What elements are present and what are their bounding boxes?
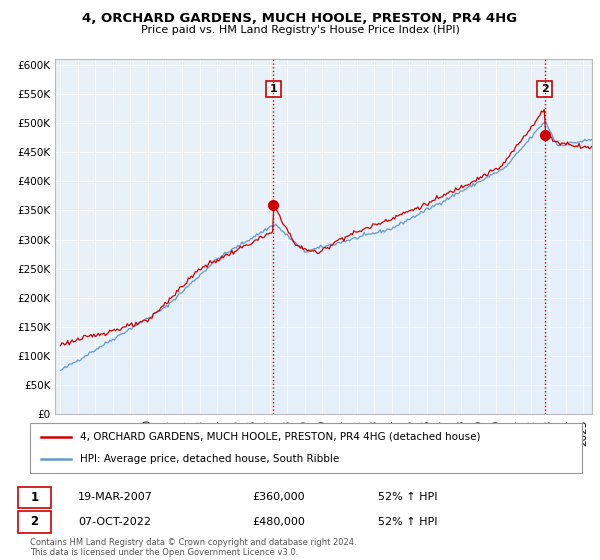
Text: 2: 2 xyxy=(541,84,548,94)
Text: 07-OCT-2022: 07-OCT-2022 xyxy=(78,517,151,527)
Text: Price paid vs. HM Land Registry's House Price Index (HPI): Price paid vs. HM Land Registry's House … xyxy=(140,25,460,35)
Text: 4, ORCHARD GARDENS, MUCH HOOLE, PRESTON, PR4 4HG: 4, ORCHARD GARDENS, MUCH HOOLE, PRESTON,… xyxy=(82,12,518,25)
Text: £480,000: £480,000 xyxy=(252,517,305,527)
Text: 1: 1 xyxy=(31,491,38,504)
Text: 4, ORCHARD GARDENS, MUCH HOOLE, PRESTON, PR4 4HG (detached house): 4, ORCHARD GARDENS, MUCH HOOLE, PRESTON,… xyxy=(80,432,480,442)
Text: HPI: Average price, detached house, South Ribble: HPI: Average price, detached house, Sout… xyxy=(80,454,339,464)
Text: 1: 1 xyxy=(269,84,277,94)
Text: Contains HM Land Registry data © Crown copyright and database right 2024.
This d: Contains HM Land Registry data © Crown c… xyxy=(30,538,356,557)
Text: 2: 2 xyxy=(31,515,38,529)
Text: 52% ↑ HPI: 52% ↑ HPI xyxy=(378,492,437,502)
Text: 52% ↑ HPI: 52% ↑ HPI xyxy=(378,517,437,527)
Text: £360,000: £360,000 xyxy=(252,492,305,502)
FancyBboxPatch shape xyxy=(30,423,582,473)
Text: 19-MAR-2007: 19-MAR-2007 xyxy=(78,492,153,502)
